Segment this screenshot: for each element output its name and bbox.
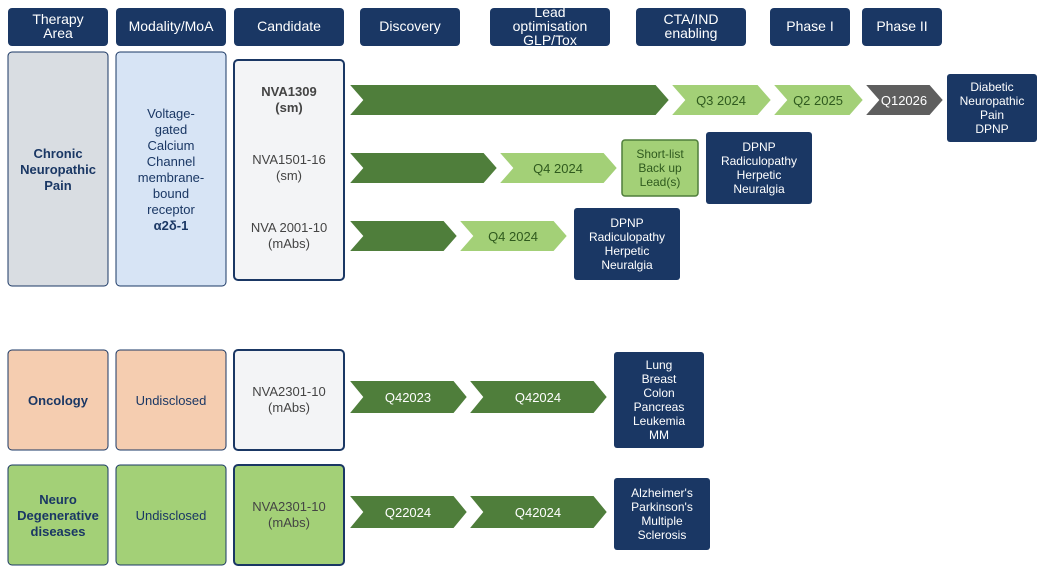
modality-text: α2δ-1 <box>154 218 189 233</box>
info-box-text: Herpetic <box>605 244 650 258</box>
phase-arrow-label: Q4 2024 <box>533 161 583 176</box>
info-box-text: Colon <box>643 386 674 400</box>
candidate-name: (mAbs) <box>268 515 310 530</box>
phase-arrow-label: Q2 2025 <box>793 93 843 108</box>
phase-arrow-label: Q12026 <box>881 93 927 108</box>
info-box-text: Neuropathic <box>960 94 1025 108</box>
therapy-area-text: Degenerative <box>17 508 99 523</box>
info-box-text: Sclerosis <box>638 528 687 542</box>
candidate-name: NVA1501-16 <box>252 152 325 167</box>
info-box-text: Alzheimer's <box>631 486 693 500</box>
info-box-text: Leukemia <box>633 414 685 428</box>
info-box-text: Neuralgia <box>733 182 785 196</box>
modality-text: Voltage- <box>147 106 195 121</box>
phase-arrow-label: Q4 2024 <box>488 229 538 244</box>
info-box-text: DPNP <box>610 216 643 230</box>
info-box-text: Pain <box>980 108 1004 122</box>
phase-arrow-label: Q22024 <box>385 505 431 520</box>
candidate-name: NVA1309 <box>261 84 316 99</box>
candidate-name: (mAbs) <box>268 400 310 415</box>
candidate-name: NVA2301-10 <box>252 384 325 399</box>
modality-text: membrane- <box>138 170 204 185</box>
candidate-name: (sm) <box>276 168 302 183</box>
therapy-area-text: Pain <box>44 178 72 193</box>
info-box-text: MM <box>649 428 669 442</box>
info-box-text: Radiculopathy <box>589 230 665 244</box>
info-box-text: Multiple <box>641 514 683 528</box>
info-box-text: Neuralgia <box>601 258 653 272</box>
therapy-area-text: Neuropathic <box>20 162 96 177</box>
info-box-text: DPNP <box>742 140 775 154</box>
phase-arrow-label: Q42024 <box>515 390 561 405</box>
candidate-name: (sm) <box>275 100 302 115</box>
header-text: Phase II <box>876 18 927 34</box>
info-box-text: Diabetic <box>970 80 1013 94</box>
modality-text: gated <box>155 122 188 137</box>
therapy-area-text: diseases <box>31 524 86 539</box>
info-box-text: Short-list <box>636 147 684 161</box>
header-text: Area <box>43 25 73 41</box>
header-text: GLP/Tox <box>523 32 577 48</box>
modality-text: Undisclosed <box>136 393 207 408</box>
info-box-text: Lung <box>646 358 673 372</box>
header-text: Modality/MoA <box>129 18 214 34</box>
phase-arrow <box>348 84 670 116</box>
phase-arrow <box>348 220 458 252</box>
phase-arrow <box>348 152 498 184</box>
candidate-name: NVA2301-10 <box>252 499 325 514</box>
header-text: enabling <box>665 25 718 41</box>
modality-text: receptor <box>147 202 195 217</box>
therapy-area-text: Neuro <box>39 492 77 507</box>
therapy-area-text: Chronic <box>33 146 82 161</box>
info-box-text: Parkinson's <box>631 500 693 514</box>
info-box-text: Back up <box>638 161 682 175</box>
info-box-text: Lead(s) <box>640 175 681 189</box>
candidate-name: NVA 2001-10 <box>251 220 327 235</box>
candidate-name: (mAbs) <box>268 236 310 251</box>
info-box-text: Breast <box>642 372 677 386</box>
info-box-text: DPNP <box>975 122 1008 136</box>
modality-text: Channel <box>147 154 196 169</box>
header-text: Discovery <box>379 18 440 34</box>
modality-text: bound <box>153 186 189 201</box>
therapy-area-text: Oncology <box>28 393 89 408</box>
info-box-text: Radiculopathy <box>721 154 797 168</box>
modality-text: Calcium <box>148 138 195 153</box>
info-box-text: Herpetic <box>737 168 782 182</box>
phase-arrow-label: Q42023 <box>385 390 431 405</box>
info-box-text: Pancreas <box>634 400 685 414</box>
header-text: Phase I <box>786 18 833 34</box>
modality <box>116 52 226 286</box>
phase-arrow-label: Q3 2024 <box>696 93 746 108</box>
header-text: Candidate <box>257 18 321 34</box>
phase-arrow-label: Q42024 <box>515 505 561 520</box>
modality-text: Undisclosed <box>136 508 207 523</box>
